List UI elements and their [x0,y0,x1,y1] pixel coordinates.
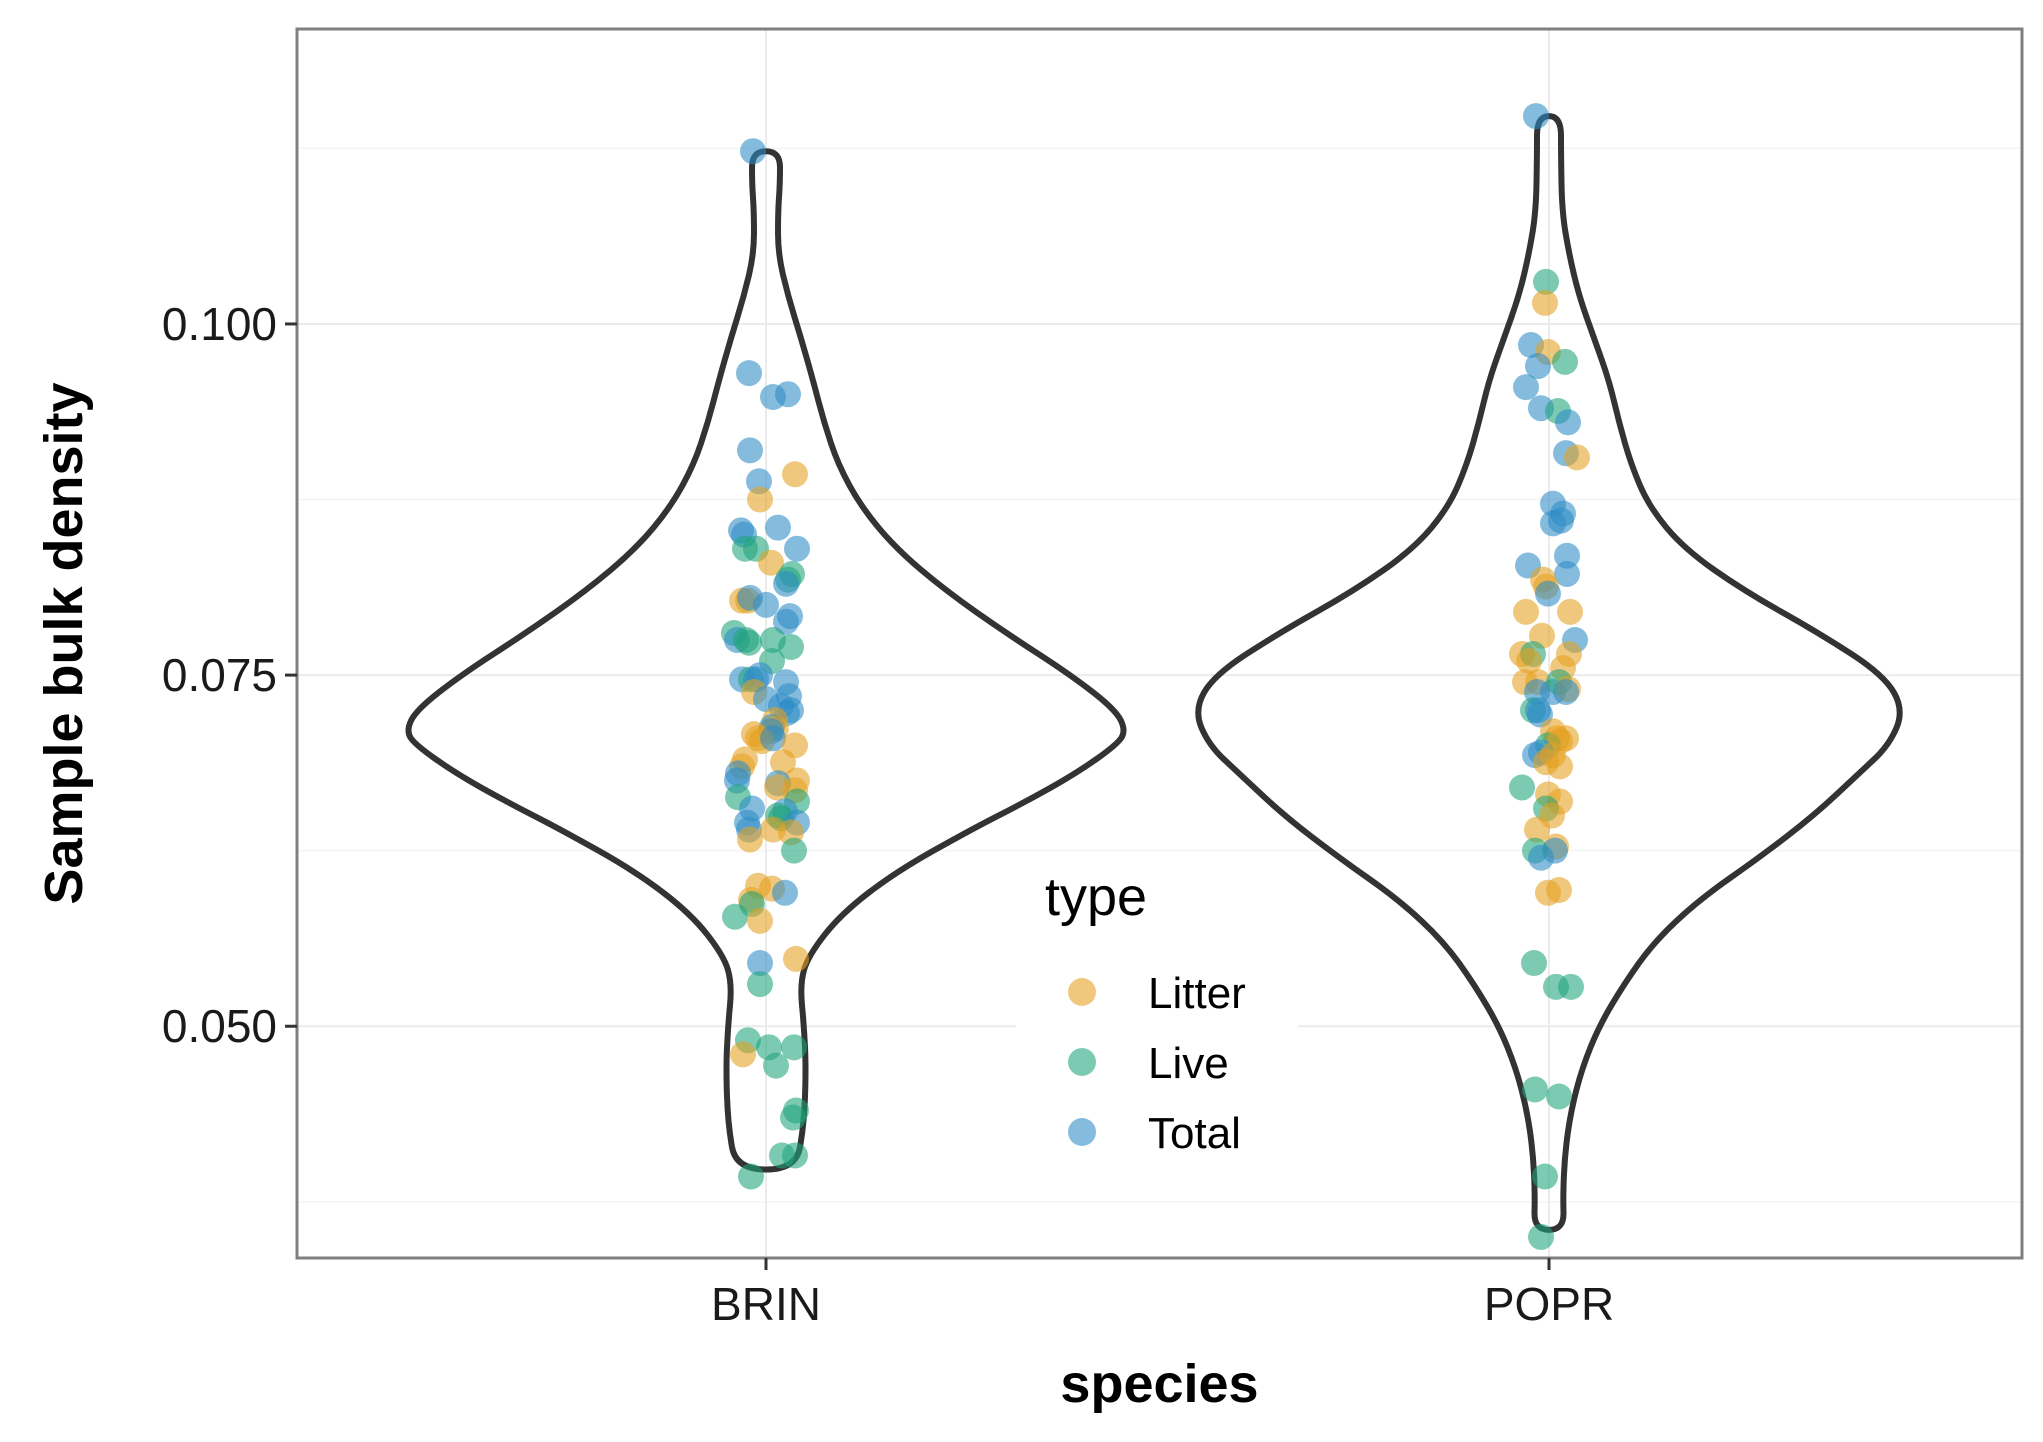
point-popr-total [1540,510,1566,537]
point-popr-litter [1546,877,1572,904]
point-brin-total [772,879,798,906]
point-brin-live [782,1142,808,1169]
point-brin-live [781,837,807,864]
point-brin-total [775,381,801,408]
y-tick-label: 0.075 [162,649,277,701]
point-brin-live [780,1104,806,1131]
point-brin-live [736,629,762,656]
point-brin-live [778,634,804,661]
point-popr-litter [1513,598,1539,625]
point-brin-litter [747,907,773,934]
y-tick-label: 0.050 [162,1000,277,1052]
point-popr-live [1558,973,1584,1000]
point-brin-live [763,1052,789,1079]
point-brin-litter [770,749,796,776]
point-brin-live [781,1034,807,1061]
x-tick-label-popr: POPR [1484,1278,1614,1330]
legend-background [1016,855,1298,1185]
legend: type Litter Live Total [1016,855,1298,1185]
point-brin-litter [737,826,763,853]
point-popr-total [1528,844,1554,871]
point-popr-total [1554,542,1580,569]
point-popr-total [1555,409,1581,436]
data-points [721,103,1590,1250]
legend-title: type [1045,867,1147,927]
point-popr-total [1553,678,1579,705]
point-brin-litter [758,549,784,576]
point-brin-live [738,1163,764,1190]
point-popr-live [1546,1083,1572,1110]
point-popr-total [1513,374,1539,401]
y-tick-label: 0.100 [162,298,277,350]
point-popr-total [1523,103,1549,130]
point-popr-litter [1547,753,1573,780]
point-popr-live [1521,950,1547,977]
legend-label-total: Total [1148,1109,1241,1158]
point-brin-live [747,971,773,998]
y-axis-title: Sample bulk density [34,382,94,904]
legend-key-litter [1068,978,1096,1006]
point-brin-total [760,725,786,752]
point-brin-live [722,903,748,930]
point-brin-total [784,535,810,562]
point-popr-litter [1564,444,1590,471]
y-axis: 0.050 0.075 0.100 [162,298,297,1052]
point-popr-litter [1516,648,1542,675]
x-tick-label-brin: BRIN [711,1278,821,1330]
point-popr-live [1509,774,1535,801]
legend-label-litter: Litter [1148,969,1246,1018]
point-brin-total [740,138,766,165]
legend-key-total [1068,1118,1096,1146]
point-popr-total [1554,560,1580,587]
plot-panel-border [295,27,2024,1260]
point-brin-total [773,570,799,597]
legend-key-live [1068,1048,1096,1076]
x-axis: BRIN POPR [711,1258,1614,1330]
point-popr-live [1533,268,1559,295]
point-popr-live [1522,1076,1548,1103]
point-brin-total [736,360,762,387]
point-brin-litter [783,945,809,972]
point-brin-total [765,514,791,541]
point-popr-live [1528,1223,1554,1250]
point-brin-litter [747,486,773,513]
point-popr-litter [1557,598,1583,625]
point-brin-litter [730,1041,756,1068]
point-brin-litter [782,461,808,488]
point-popr-litter [1532,289,1558,316]
point-brin-total [773,608,799,635]
point-popr-live [1532,1163,1558,1190]
point-popr-total [1535,580,1561,607]
point-brin-total [753,591,779,618]
point-brin-total [747,950,773,977]
legend-label-live: Live [1148,1039,1229,1088]
x-axis-title: species [1060,1354,1258,1414]
point-popr-litter [1524,816,1550,843]
point-popr-total [1525,353,1551,380]
point-popr-live [1552,348,1578,375]
point-brin-total [737,437,763,464]
